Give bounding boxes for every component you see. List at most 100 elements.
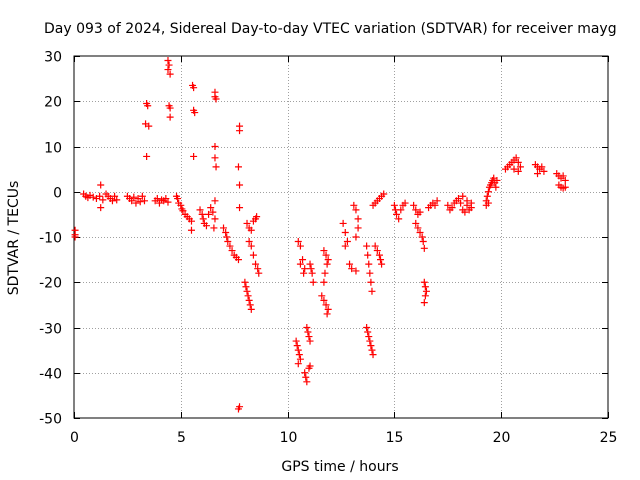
data-point [249,251,257,259]
data-point [366,337,374,345]
data-point [222,228,230,236]
y-tick-label: -20 [39,276,62,292]
data-point [301,369,309,377]
data-point [111,192,119,200]
data-point [190,84,198,92]
data-point [305,333,313,341]
data-point [412,206,420,214]
data-point [130,193,138,201]
data-point [211,197,219,205]
data-point [164,57,172,65]
data-point [145,122,153,130]
data-point [467,199,475,207]
data-point [373,247,381,255]
data-point [236,127,244,135]
data-point [234,256,242,264]
data-point [177,201,185,209]
data-point [512,154,520,162]
data-point [228,247,236,255]
axis-ticks: 0 5 10 15 20 25 -50 -40 -30 -20 -10 0 10 20 30 [39,50,617,447]
data-point [71,233,79,241]
data-point [365,333,373,341]
data-point [323,260,331,268]
data-point [224,238,232,246]
data-point [166,104,174,112]
data-point [128,197,136,205]
data-point [343,238,351,246]
y-tick-label: -30 [39,322,62,338]
data-point [247,242,255,250]
data-point [243,287,251,295]
data-point [390,201,398,209]
data-point [198,210,206,218]
data-point [371,242,379,250]
data-point [308,269,316,277]
data-point [375,251,383,259]
data-point [108,197,116,205]
data-point [191,109,199,117]
data-point [420,299,428,307]
data-point [253,213,261,221]
data-point [306,362,314,370]
y-tick-label: 20 [44,95,62,111]
data-point [144,102,152,110]
x-tick-label: 25 [600,430,618,446]
data-point [322,301,330,309]
data-point [205,210,213,218]
data-point [367,342,375,350]
data-point [223,233,231,241]
data-point [246,301,254,309]
x-tick-label: 15 [386,430,404,446]
data-point [538,163,546,171]
data-point [96,192,104,200]
data-point [323,310,331,318]
data-point [422,287,430,295]
data-point [369,351,377,359]
data-point [254,265,262,273]
data-point [365,260,373,268]
data-point [354,224,362,232]
data-point [209,208,217,216]
data-point [303,378,311,386]
data-point [414,224,422,232]
data-point [378,260,386,268]
data-point [318,292,326,300]
data-point [559,172,567,180]
data-point [421,292,429,300]
data-point [324,256,332,264]
data-point [306,260,314,268]
data-point [212,163,220,171]
data-point [368,346,376,354]
x-tick-label: 20 [493,430,511,446]
data-point [252,260,260,268]
data-point [187,226,195,234]
data-point [236,403,244,411]
data-point [514,158,522,166]
data-point [363,324,371,331]
data-point [416,208,424,216]
data-point [393,210,401,218]
data-point [484,199,492,207]
data-point [179,207,187,215]
grid-lines [74,56,608,418]
x-tick-label: 5 [177,430,186,446]
data-point [241,278,249,286]
data-point [255,269,263,277]
data-point [140,197,148,205]
data-point [324,305,332,313]
data-points [71,57,569,413]
x-axis-label: GPS time / hours [281,459,398,475]
data-point [306,337,314,345]
data-point [303,324,311,331]
y-tick-label: 0 [53,186,62,202]
data-point [212,95,220,103]
data-point [457,199,465,207]
data-point [346,260,354,268]
data-point [236,204,244,212]
data-point [368,287,376,295]
data-point [348,265,356,273]
data-point [493,176,501,184]
data-point [416,228,424,236]
data-point [433,197,441,205]
